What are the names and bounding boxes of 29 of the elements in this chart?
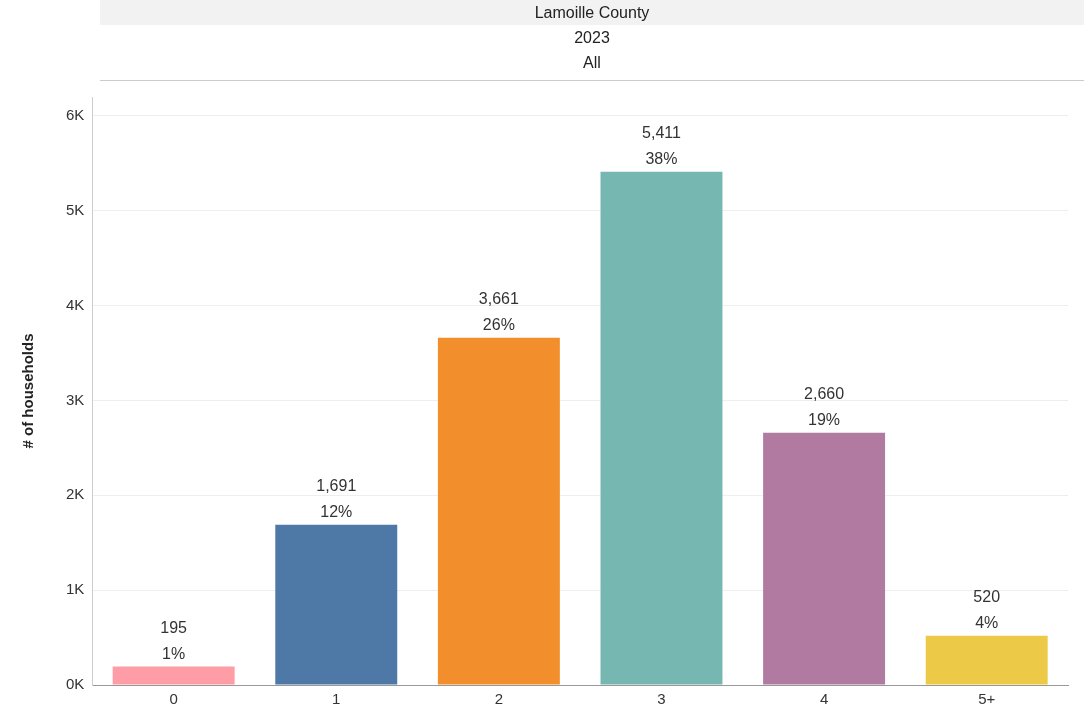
bar xyxy=(112,666,235,685)
y-tick-label: 1K xyxy=(65,580,85,598)
bar xyxy=(763,432,886,685)
bar xyxy=(600,171,723,685)
data-label: 1,691 12% xyxy=(316,476,357,520)
x-tick-label: 4 xyxy=(819,690,829,708)
y-tick-label: 6K xyxy=(65,106,85,124)
y-axis-title: # of households xyxy=(19,333,37,449)
bar xyxy=(437,337,560,685)
x-tick-label: 2 xyxy=(494,690,504,708)
y-tick-label: 0K xyxy=(65,675,85,693)
y-tick-label: 3K xyxy=(65,390,85,408)
bar xyxy=(275,524,398,685)
x-tick-label: 1 xyxy=(332,690,341,708)
y-tick-label: 5K xyxy=(65,200,85,218)
data-label: 5,411 38% xyxy=(642,123,681,167)
text: All xyxy=(582,53,602,73)
x-tick-label: 0 xyxy=(169,690,178,708)
bar xyxy=(925,635,1048,685)
chart-title: Lamoille County xyxy=(100,0,1084,25)
x-tick-label: 3 xyxy=(657,690,666,708)
data-label: 3,661 26% xyxy=(478,289,519,333)
data-label: 520 4% xyxy=(973,587,1001,631)
y-tick-label: 2K xyxy=(65,485,85,503)
x-tick-label: 5+ xyxy=(978,690,996,708)
data-label: 195 1% xyxy=(160,618,188,662)
y-tick-label: 4K xyxy=(65,295,85,313)
data-label: 2,660 19% xyxy=(804,384,845,428)
chart-subtitle: 2023 xyxy=(573,28,611,48)
